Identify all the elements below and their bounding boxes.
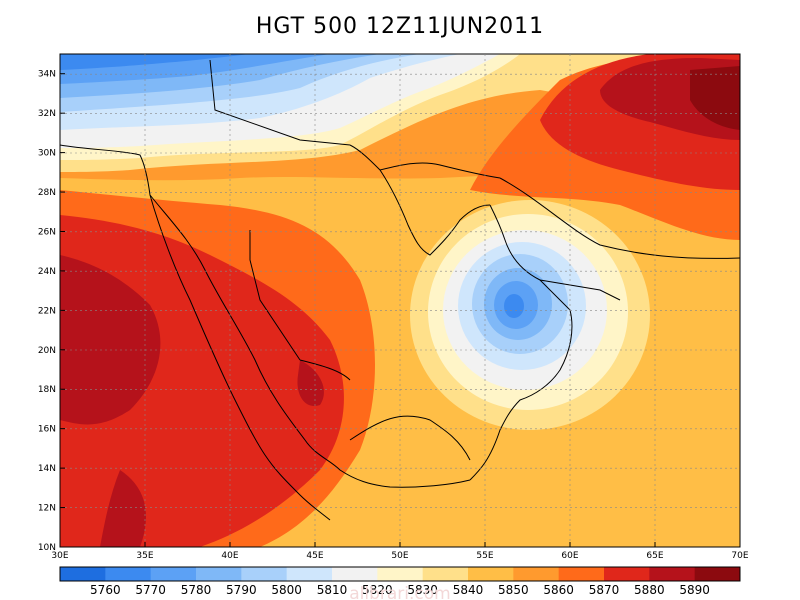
coastlines <box>60 59 740 521</box>
chart-title: HGT 500 12Z11JUN2011 <box>255 14 545 39</box>
low-5770 <box>504 294 524 318</box>
colorbar-swatch <box>558 567 605 581</box>
lat-tick-label: 28N <box>38 188 56 198</box>
colorbar-swatch <box>60 567 106 581</box>
lon-tick-label: 65E <box>646 551 663 561</box>
colorbar-label: 5840 <box>453 583 484 597</box>
colorbar-swatch <box>241 567 288 581</box>
watermark: allbrari.com <box>349 584 451 600</box>
colorbar-swatch <box>604 567 650 581</box>
colorbar-swatch <box>105 567 152 581</box>
sw-5890 <box>60 255 161 425</box>
lon-tick-label: 50E <box>391 551 408 561</box>
lon-tick-label: 40E <box>221 551 238 561</box>
colorbar-swatch <box>513 567 560 581</box>
lat-tick-label: 10N <box>38 543 56 553</box>
colorbar-label: 5880 <box>634 583 665 597</box>
colorbar-swatch <box>150 567 197 581</box>
lat-tick-label: 34N <box>38 70 56 80</box>
gridlines <box>60 54 740 547</box>
colorbar-swatch <box>332 567 378 581</box>
colorbar-swatch <box>468 567 514 581</box>
lon-tick-label: 45E <box>306 551 323 561</box>
colorbar-label: 5830 <box>407 583 438 597</box>
colorbar-swatch <box>196 567 242 581</box>
lat-tick-label: 18N <box>38 385 56 395</box>
colorbar-frame <box>59 566 741 582</box>
colorbar-swatch <box>649 567 696 581</box>
lon-axis: 30E 35E 40E 45E 50E 55E 60E 65E 70E <box>51 542 749 561</box>
colorbar-label: 5780 <box>181 583 212 597</box>
lon-tick-label: 60E <box>561 551 578 561</box>
lat-tick-label: 20N <box>38 346 56 356</box>
lat-axis: 10N 12N 14N 16N 18N 20N 22N 24N 26N 28N 30N 32N 34N <box>38 70 65 553</box>
lat-tick-label: 30N <box>38 149 56 159</box>
band-5770 <box>60 54 250 70</box>
lon-tick-label: 70E <box>731 551 748 561</box>
colorbar-swatch <box>422 567 469 581</box>
lat-tick-label: 16N <box>38 425 56 435</box>
lat-tick-label: 12N <box>38 504 56 514</box>
lat-tick-label: 22N <box>38 306 56 316</box>
sw-5890-south <box>100 470 146 547</box>
lon-tick-label: 30E <box>51 551 68 561</box>
colorbar-label: 5890 <box>679 583 710 597</box>
colorbar-label: 5770 <box>135 583 166 597</box>
colorbar-swatch <box>286 567 333 581</box>
lat-tick-label: 24N <box>38 267 56 277</box>
lat-tick-label: 14N <box>38 464 56 474</box>
colorbar-swatch <box>377 567 424 581</box>
colorbar-label: 5860 <box>543 583 574 597</box>
colorbar-label: 5850 <box>498 583 529 597</box>
lon-tick-label: 55E <box>476 551 493 561</box>
colorbar-label: 5870 <box>589 583 620 597</box>
colorbar-label: 5810 <box>317 583 348 597</box>
colorbar-label: 5760 <box>90 583 121 597</box>
lat-tick-label: 32N <box>38 109 56 119</box>
colorbar-swatch <box>694 567 741 581</box>
colorbar-label: 5800 <box>271 583 302 597</box>
iran-5890-core <box>690 66 740 130</box>
colorbar-label: 5790 <box>226 583 257 597</box>
colorbar-label: 5820 <box>362 583 393 597</box>
sw-5890-patch <box>297 360 324 406</box>
lon-tick-label: 35E <box>136 551 153 561</box>
colorbar: 5760 5770 5780 5790 5800 5810 5820 5830 5840 5850… <box>59 566 741 597</box>
lat-tick-label: 26N <box>38 227 56 237</box>
